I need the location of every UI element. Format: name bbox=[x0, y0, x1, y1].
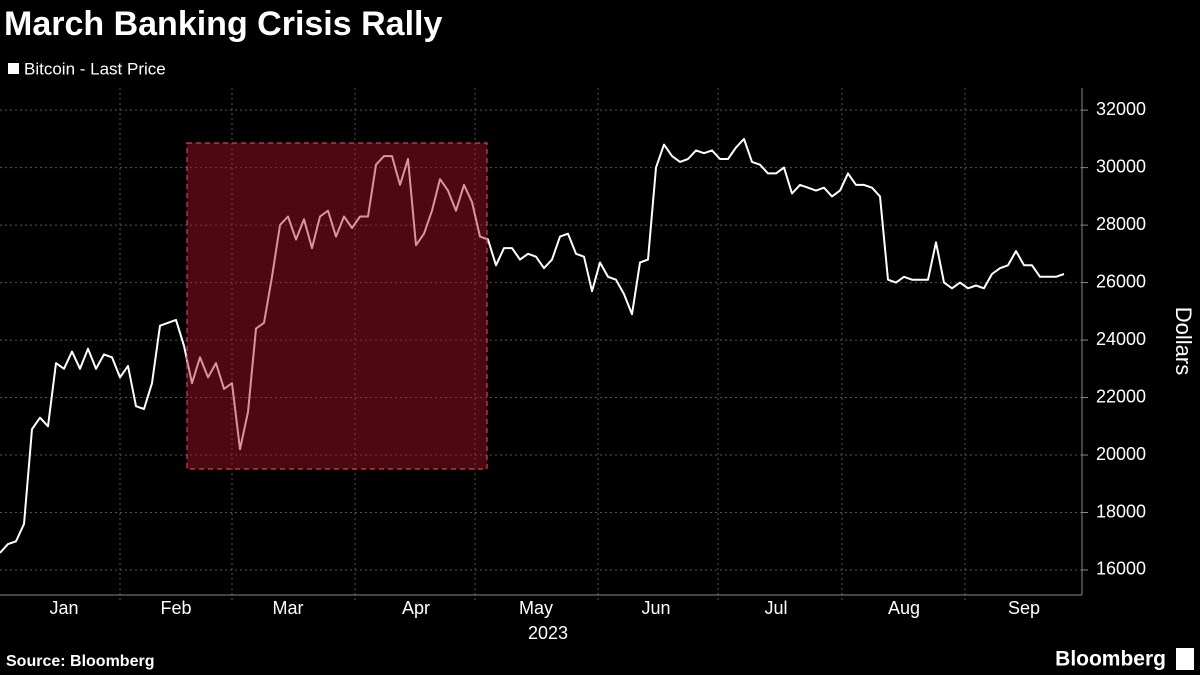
y-tick-label: 18000 bbox=[1096, 501, 1146, 521]
legend-label: Bitcoin - Last Price bbox=[24, 59, 166, 78]
legend-swatch bbox=[8, 63, 19, 74]
plot bbox=[0, 137, 1065, 554]
x-tick-label: Aug bbox=[888, 598, 920, 618]
highlight-region bbox=[186, 142, 488, 470]
brand: Bloomberg bbox=[1055, 648, 1166, 671]
x-tick-label: Feb bbox=[160, 598, 191, 618]
y-tick-label: 24000 bbox=[1096, 329, 1146, 349]
x-tick-label: May bbox=[519, 598, 553, 618]
x-axis-label: 2023 bbox=[528, 623, 568, 643]
price-line bbox=[0, 137, 1065, 554]
x-tick-label: Jan bbox=[49, 598, 78, 618]
brand-icon bbox=[1176, 648, 1194, 670]
y-axis-label: Dollars bbox=[1171, 307, 1196, 375]
x-tick-label: Jun bbox=[641, 598, 670, 618]
y-tick-label: 20000 bbox=[1096, 444, 1146, 464]
source: Source: Bloomberg bbox=[6, 653, 154, 670]
x-tick-label: Apr bbox=[402, 598, 430, 618]
chart-title: March Banking Crisis Rally bbox=[4, 5, 442, 43]
x-tick-label: Sep bbox=[1008, 598, 1040, 618]
x-tick-label: Jul bbox=[764, 598, 787, 618]
y-tick-label: 28000 bbox=[1096, 214, 1146, 234]
x-tick-label: Mar bbox=[273, 598, 304, 618]
y-tick-label: 32000 bbox=[1096, 99, 1146, 119]
y-tick-label: 22000 bbox=[1096, 386, 1146, 406]
y-tick-label: 26000 bbox=[1096, 271, 1146, 291]
grid bbox=[0, 88, 1082, 603]
y-tick-label: 16000 bbox=[1096, 559, 1146, 579]
y-tick-label: 30000 bbox=[1096, 156, 1146, 176]
